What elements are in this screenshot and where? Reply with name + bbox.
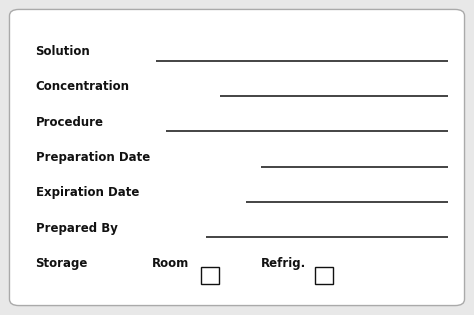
Text: Procedure: Procedure xyxy=(36,116,103,129)
Text: Preparation Date: Preparation Date xyxy=(36,151,150,164)
Text: Room: Room xyxy=(152,257,189,270)
Text: Storage: Storage xyxy=(36,257,88,270)
Text: Solution: Solution xyxy=(36,45,91,58)
Bar xyxy=(315,267,333,284)
Text: Concentration: Concentration xyxy=(36,80,129,94)
Bar xyxy=(201,267,219,284)
FancyBboxPatch shape xyxy=(9,9,465,306)
Text: Prepared By: Prepared By xyxy=(36,221,118,235)
Text: Refrig.: Refrig. xyxy=(261,257,306,270)
Text: Expiration Date: Expiration Date xyxy=(36,186,139,199)
